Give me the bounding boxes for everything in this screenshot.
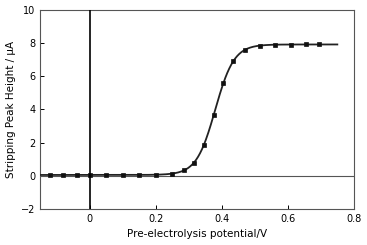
Y-axis label: Stripping Peak Height / μA: Stripping Peak Height / μA xyxy=(6,41,15,178)
X-axis label: Pre-electrolysis potential/V: Pre-electrolysis potential/V xyxy=(127,230,267,239)
